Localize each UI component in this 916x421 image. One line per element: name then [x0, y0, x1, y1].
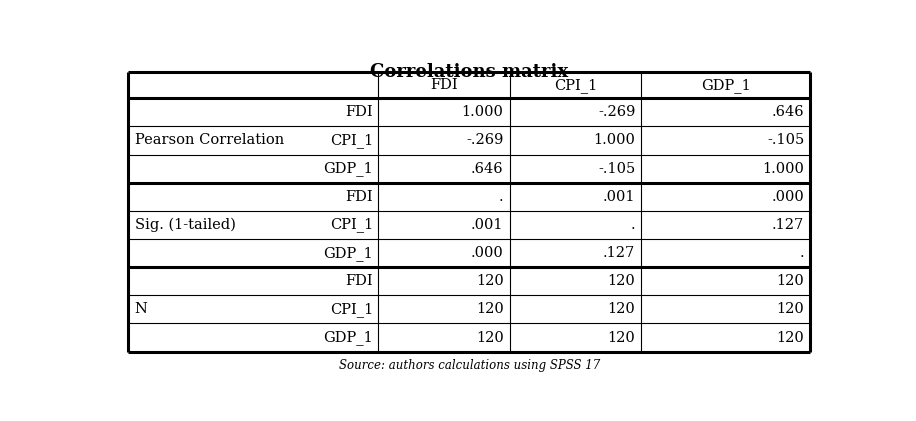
Text: -.269: -.269	[598, 105, 636, 119]
Text: 120: 120	[777, 302, 804, 316]
Text: GDP_1: GDP_1	[701, 78, 751, 93]
Text: FDI: FDI	[345, 274, 374, 288]
Text: 120: 120	[475, 330, 504, 344]
Text: .000: .000	[771, 190, 804, 204]
Text: .001: .001	[471, 218, 504, 232]
Text: GDP_1: GDP_1	[323, 330, 374, 345]
Text: GDP_1: GDP_1	[323, 245, 374, 261]
Text: FDI: FDI	[345, 105, 374, 119]
Text: .: .	[499, 190, 504, 204]
Text: 120: 120	[475, 274, 504, 288]
Text: .127: .127	[772, 218, 804, 232]
Text: 120: 120	[607, 274, 636, 288]
Text: GDP_1: GDP_1	[323, 161, 374, 176]
Text: CPI_1: CPI_1	[330, 302, 374, 317]
Text: .646: .646	[471, 162, 504, 176]
Text: 120: 120	[777, 274, 804, 288]
Text: .: .	[800, 246, 804, 260]
Text: 1.000: 1.000	[762, 162, 804, 176]
Text: .: .	[631, 218, 636, 232]
Text: .127: .127	[603, 246, 636, 260]
Text: FDI: FDI	[431, 78, 458, 92]
Text: .000: .000	[471, 246, 504, 260]
Text: -.105: -.105	[598, 162, 636, 176]
Text: FDI: FDI	[345, 190, 374, 204]
Text: Source: authors calculations using SPSS 17: Source: authors calculations using SPSS …	[339, 359, 600, 372]
Text: CPI_1: CPI_1	[330, 218, 374, 232]
Text: Correlations matrix: Correlations matrix	[370, 63, 569, 81]
Text: .646: .646	[771, 105, 804, 119]
Text: -.269: -.269	[466, 133, 504, 147]
Text: 120: 120	[607, 330, 636, 344]
Text: N: N	[135, 302, 147, 316]
Text: 1.000: 1.000	[594, 133, 636, 147]
Text: 120: 120	[607, 302, 636, 316]
Text: Sig. (1-tailed): Sig. (1-tailed)	[135, 218, 235, 232]
Text: 1.000: 1.000	[462, 105, 504, 119]
Text: 120: 120	[777, 330, 804, 344]
Text: .001: .001	[603, 190, 636, 204]
Text: CPI_1: CPI_1	[554, 78, 597, 93]
Text: Pearson Correlation: Pearson Correlation	[135, 133, 284, 147]
Text: CPI_1: CPI_1	[330, 133, 374, 148]
Text: -.105: -.105	[767, 133, 804, 147]
Text: 120: 120	[475, 302, 504, 316]
